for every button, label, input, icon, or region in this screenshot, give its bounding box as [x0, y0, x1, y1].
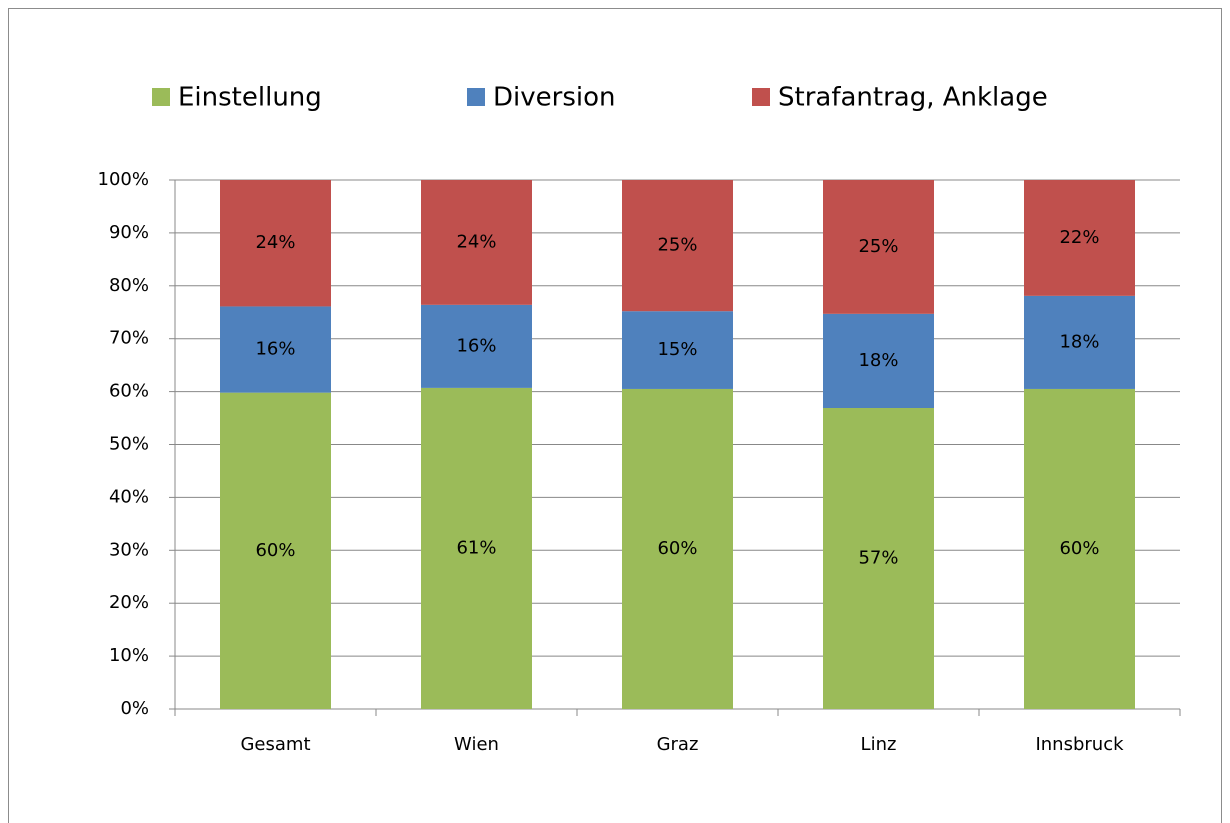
legend-swatch [467, 88, 485, 106]
data-label: 60% [657, 538, 697, 559]
y-tick-label: 60% [109, 381, 149, 402]
y-tick-label: 70% [109, 328, 149, 349]
x-tick-label: Graz [657, 734, 699, 755]
bar-segment [421, 304, 532, 388]
bar-segment [622, 180, 733, 312]
bar-segment [823, 180, 934, 314]
x-tick-label: Wien [454, 734, 499, 755]
legend-label: Strafantrag, Anklage [778, 83, 1048, 113]
legend-swatch [152, 88, 170, 106]
chart-frame [8, 8, 1222, 823]
bar-segment [1024, 180, 1135, 296]
y-tick-label: 50% [109, 434, 149, 455]
data-label: 16% [456, 335, 496, 356]
y-tick-label: 80% [109, 275, 149, 296]
data-label: 25% [657, 235, 697, 256]
data-label: 60% [255, 540, 295, 561]
bar-segment [622, 388, 733, 709]
y-tick-label: 0% [120, 698, 149, 719]
bar-segment [622, 311, 733, 389]
x-tick-label: Linz [861, 734, 897, 755]
y-tick-label: 40% [109, 486, 149, 507]
legend-label: Einstellung [178, 83, 322, 113]
bar-segment [220, 392, 331, 709]
legend-swatch [752, 88, 770, 106]
data-label: 24% [456, 231, 496, 252]
bar-segment [1024, 295, 1135, 389]
bar-segment [421, 180, 532, 305]
data-label: 18% [1059, 331, 1099, 352]
data-label: 61% [456, 537, 496, 558]
bar-segment [421, 387, 532, 709]
bar-segment [220, 306, 331, 393]
legend-label: Diversion [493, 83, 615, 113]
data-label: 18% [858, 350, 898, 371]
data-label: 22% [1059, 227, 1099, 248]
bar-segment [823, 407, 934, 709]
x-tick-label: Innsbruck [1035, 734, 1124, 755]
data-label: 57% [858, 547, 898, 568]
data-label: 15% [657, 339, 697, 360]
bar-segment [220, 180, 331, 307]
data-label: 25% [858, 236, 898, 257]
bar-segment [1024, 388, 1135, 709]
y-tick-label: 30% [109, 539, 149, 560]
y-tick-label: 20% [109, 592, 149, 613]
data-label: 24% [255, 232, 295, 253]
y-tick-label: 90% [109, 222, 149, 243]
data-label: 60% [1059, 538, 1099, 559]
x-tick-label: Gesamt [240, 734, 310, 755]
y-tick-label: 10% [109, 645, 149, 666]
data-label: 16% [255, 339, 295, 360]
y-tick-label: 100% [98, 169, 149, 190]
bar-segment [823, 313, 934, 408]
